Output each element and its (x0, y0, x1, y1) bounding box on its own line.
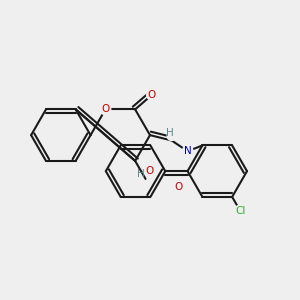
Circle shape (182, 146, 193, 157)
Circle shape (167, 132, 176, 140)
Circle shape (147, 89, 157, 100)
Circle shape (100, 104, 111, 115)
Text: H: H (137, 169, 145, 179)
Circle shape (234, 205, 246, 217)
Text: N: N (184, 146, 191, 156)
Text: O: O (148, 90, 156, 100)
Text: O: O (101, 104, 110, 114)
Text: Cl: Cl (235, 206, 245, 216)
Text: O: O (175, 182, 183, 192)
Text: O: O (145, 167, 153, 176)
Circle shape (173, 181, 184, 192)
Text: H: H (166, 128, 174, 138)
